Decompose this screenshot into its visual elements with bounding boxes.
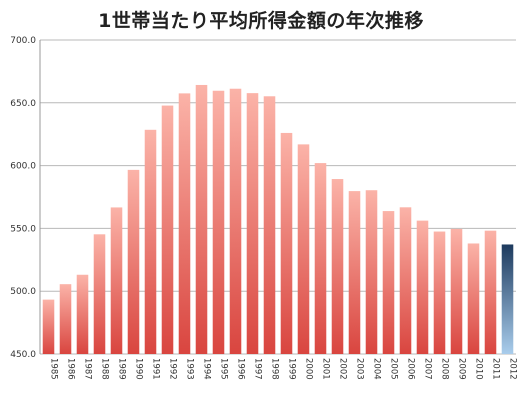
x-tick-label: 2009 bbox=[457, 358, 467, 380]
bar-1988 bbox=[93, 234, 106, 354]
y-tick-label: 700.0 bbox=[10, 36, 36, 46]
bar-2010 bbox=[467, 243, 480, 354]
x-tick-label: 1998 bbox=[270, 358, 280, 380]
y-tick-labels: 450.0 500.0 550.0 600.0 650.0 700.0 bbox=[10, 36, 36, 360]
x-tick-labels: 1985 1986 1987 1988 1989 1990 1991 1992 1993 1994… bbox=[49, 358, 518, 380]
chart-title: 1世帯当たり平均所得金額の年次推移 bbox=[98, 10, 424, 32]
x-tick-label: 1992 bbox=[168, 358, 178, 380]
x-tick-label: 2011 bbox=[491, 358, 501, 380]
bar-1994 bbox=[195, 84, 208, 355]
bar-2006 bbox=[399, 207, 412, 354]
bar-1987 bbox=[76, 274, 89, 354]
bar-2003 bbox=[348, 191, 361, 354]
bar-1996 bbox=[229, 88, 242, 355]
x-tick-label: 1997 bbox=[253, 358, 263, 380]
x-tick-label: 1994 bbox=[202, 358, 212, 380]
bar-2004 bbox=[365, 190, 378, 354]
x-tick-label: 2004 bbox=[372, 358, 382, 380]
bar-1990 bbox=[127, 169, 140, 354]
bar-1995 bbox=[212, 90, 225, 354]
bar-2001 bbox=[314, 163, 327, 354]
bar-2008 bbox=[433, 231, 446, 354]
x-tick-label: 1989 bbox=[117, 358, 127, 380]
x-tick-label: 1987 bbox=[83, 358, 93, 380]
x-tick-label: 1985 bbox=[49, 358, 59, 380]
bar-2005 bbox=[382, 211, 395, 354]
y-tick-label: 650.0 bbox=[10, 99, 36, 109]
bar-1992 bbox=[161, 105, 174, 354]
bar-1999 bbox=[280, 132, 293, 354]
y-tick-label: 450.0 bbox=[10, 350, 36, 360]
bar-2000 bbox=[297, 144, 310, 354]
x-tick-label: 1991 bbox=[151, 358, 161, 380]
x-tick-label: 1995 bbox=[219, 358, 229, 380]
x-tick-label: 1999 bbox=[287, 358, 297, 380]
x-tick-label: 1988 bbox=[100, 358, 110, 380]
bar-1997 bbox=[246, 93, 259, 355]
bars bbox=[42, 84, 514, 355]
y-tick-label: 600.0 bbox=[10, 162, 36, 172]
bar-2009 bbox=[450, 228, 463, 354]
x-tick-label: 2001 bbox=[321, 358, 331, 380]
y-tick-label: 500.0 bbox=[10, 287, 36, 297]
x-tick-label: 1996 bbox=[236, 358, 246, 380]
x-tick-label: 2007 bbox=[423, 358, 433, 380]
x-tick-label: 2005 bbox=[389, 358, 399, 380]
x-tick-label: 2010 bbox=[474, 358, 484, 380]
bar-1991 bbox=[144, 129, 157, 354]
bar-2007 bbox=[416, 220, 429, 354]
x-tick-label: 2000 bbox=[304, 358, 314, 380]
x-tick-label: 1990 bbox=[134, 358, 144, 380]
y-tick-label: 550.0 bbox=[10, 224, 36, 234]
x-tick-label: 2002 bbox=[338, 358, 348, 380]
bar-1998 bbox=[263, 96, 276, 354]
x-tick-label: 1993 bbox=[185, 358, 195, 380]
x-tick-label: 2006 bbox=[406, 358, 416, 380]
bar-2012 bbox=[501, 244, 514, 354]
x-tick-label: 1986 bbox=[66, 358, 76, 380]
bar-1993 bbox=[178, 93, 191, 354]
bar-1985 bbox=[42, 299, 55, 354]
x-tick-label: 2003 bbox=[355, 358, 365, 380]
bar-1986 bbox=[59, 284, 72, 354]
x-tick-label: 2008 bbox=[440, 358, 450, 380]
bar-1989 bbox=[110, 207, 123, 354]
bar-2002 bbox=[331, 179, 344, 354]
bar-2011 bbox=[484, 230, 497, 354]
x-tick-label: 2012 bbox=[508, 358, 518, 380]
